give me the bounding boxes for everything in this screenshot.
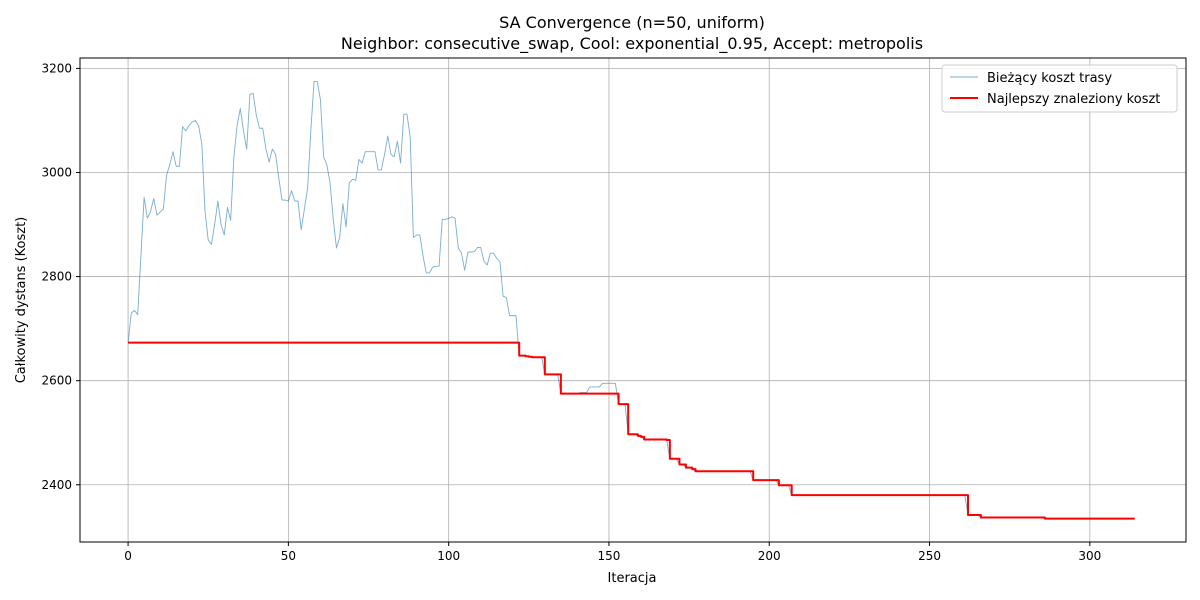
x-tick-label: 50 [281,549,296,563]
x-tick-label: 200 [758,549,781,563]
x-tick-label: 250 [918,549,941,563]
y-tick-label: 2400 [41,478,72,492]
legend-label-current: Bieżący koszt trasy [987,71,1112,86]
legend-label-best: Najlepszy znaleziony koszt [987,92,1160,107]
x-tick-label: 0 [124,549,132,563]
y-tick-label: 2800 [41,270,72,284]
y-tick-label: 3000 [41,165,72,179]
x-axis: 0 50 100 150 200 250 300 [124,542,1101,563]
chart-title: SA Convergence (n=50, uniform) [499,13,765,32]
x-tick-label: 100 [437,549,460,563]
legend-box [941,64,1178,113]
grid [80,58,1186,542]
y-tick-label: 3200 [41,61,72,75]
plot-frame [79,57,1187,543]
chart-subtitle: Neighbor: consecutive_swap, Cool: expone… [341,34,923,54]
legend: Bieżący koszt trasy Najlepszy znaleziony… [941,64,1178,113]
x-tick-label: 300 [1078,549,1101,563]
series-line-best-cost [128,341,1135,520]
y-axis: 2400 2600 2800 3000 3200 [41,61,80,492]
y-axis-label: Całkowity dystans (Koszt) [14,217,29,384]
x-tick-label: 150 [598,549,621,563]
y-tick-label: 2600 [41,374,72,388]
x-axis-label: Iteracja [608,571,657,586]
plot-lines [127,80,1135,520]
